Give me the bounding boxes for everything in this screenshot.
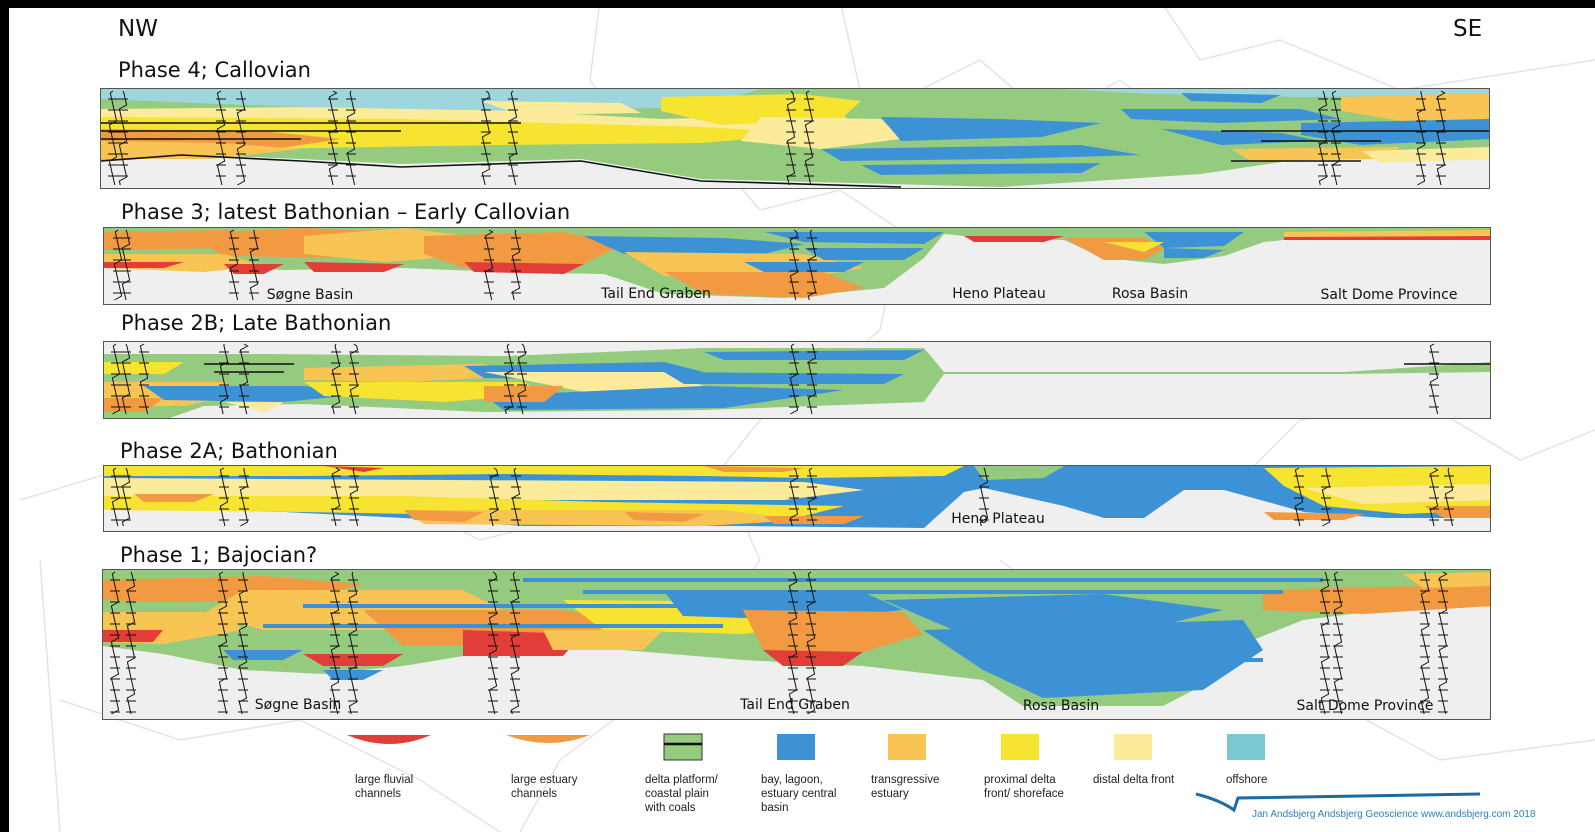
- well-log-trace: [118, 90, 128, 186]
- phase-2a-cross-section: [103, 465, 1491, 532]
- offshore-swatch-icon: [1227, 734, 1265, 760]
- delta-platform-coal-icon: [663, 733, 703, 761]
- label-rosa-basin-1: Rosa Basin: [1022, 698, 1100, 714]
- well-log-trace: [789, 229, 799, 301]
- well-log-trace: [511, 229, 521, 301]
- well-log-trace: [121, 343, 131, 415]
- phase-3-title: Phase 3; latest Bathonian – Early Callov…: [121, 200, 571, 224]
- phase-2a-title: Phase 2A; Bathonian: [120, 439, 338, 463]
- well-log-trace: [139, 343, 149, 415]
- legend-label: proximal delta front/ shoreface: [984, 774, 1064, 800]
- well-log-trace: [229, 229, 239, 301]
- legend-label: offshore: [1226, 774, 1268, 786]
- well-log-trace: [216, 90, 226, 186]
- well-logs: [110, 571, 1448, 715]
- phase-4-cross-section: [100, 88, 1490, 189]
- phase-2b-cross-section: [103, 341, 1491, 419]
- label-heno-plateau: Heno Plateau: [952, 286, 1046, 302]
- well-log-trace: [113, 229, 123, 301]
- well-log-trace: [504, 343, 514, 415]
- well-log-trace: [121, 229, 131, 301]
- legend-label: large fluvial channels: [355, 774, 414, 800]
- phase-3-cross-section: [103, 227, 1491, 305]
- well-log-trace: [1416, 91, 1426, 186]
- phase-1-cross-section: [102, 569, 1491, 720]
- well-log-trace: [484, 229, 494, 301]
- well-log-trace: [111, 343, 121, 415]
- phase-2b-title: Phase 2B; Late Bathonian: [121, 311, 392, 335]
- well-log-trace: [508, 90, 518, 186]
- well-log-trace: [328, 90, 338, 186]
- distal-delta-swatch-icon: [1114, 734, 1152, 760]
- bay-lagoon-swatch-icon: [777, 734, 815, 760]
- well-log-trace: [807, 343, 817, 415]
- well-log-trace: [239, 343, 249, 415]
- well-log-trace: [481, 90, 491, 186]
- direction-nw: NW: [118, 16, 158, 42]
- estuary-channel-lens-icon: [506, 735, 590, 743]
- well-log-trace: [1331, 90, 1341, 186]
- well-log-trace: [1429, 343, 1439, 415]
- phase-1-title: Phase 1; Bajocian?: [120, 543, 318, 567]
- legend-label: transgressive estuary: [871, 774, 940, 800]
- well-log-trace: [219, 344, 229, 415]
- well-log-trace: [249, 230, 259, 301]
- well-logs: [111, 343, 1439, 415]
- well-log-trace: [108, 90, 118, 186]
- legend-label: distal delta front: [1093, 774, 1175, 786]
- label-tail-end-graben: Tail End Graben: [601, 286, 711, 302]
- label-salt-dome-province: Salt Dome Province: [1320, 287, 1458, 303]
- legend-label: bay, lagoon, estuary central basin: [761, 774, 837, 814]
- well-log-trace: [1436, 90, 1446, 186]
- label-heno-plateau-2a: Heno Plateau: [951, 511, 1045, 527]
- well-logs: [113, 229, 817, 301]
- transgressive-estuary-swatch-icon: [888, 734, 926, 760]
- well-log-trace: [517, 343, 527, 415]
- credit-line: Jan Andsbjerg Andsbjerg Geoscience www.a…: [1252, 809, 1536, 820]
- direction-se: SE: [1453, 16, 1483, 42]
- well-log-trace: [346, 90, 356, 186]
- label-sogne-basin: Søgne Basin: [266, 287, 354, 303]
- label-tail-end-graben-1: Tail End Graben: [740, 697, 850, 713]
- well-log-trace: [1318, 90, 1328, 186]
- legend-label: delta platform/ coastal plain with coals: [645, 774, 718, 814]
- well-log-trace: [236, 91, 246, 186]
- label-rosa-basin: Rosa Basin: [1111, 286, 1189, 302]
- credit-swoosh-logo: [1195, 792, 1481, 813]
- legend-label: large estuary channels: [511, 774, 578, 800]
- well-logs: [111, 467, 1454, 527]
- well-logs: [108, 90, 1446, 186]
- well-log-trace: [331, 343, 341, 415]
- well-log-trace: [789, 343, 799, 415]
- fluvial-channel-lens-icon: [347, 735, 431, 744]
- label-salt-dome-province-1: Salt Dome Province: [1296, 698, 1434, 714]
- well-log-trace: [786, 90, 796, 186]
- label-sogne-basin-1: Søgne Basin: [254, 697, 342, 713]
- proximal-delta-swatch-icon: [1001, 734, 1039, 760]
- well-log-trace: [804, 90, 814, 186]
- well-log-trace: [349, 343, 359, 415]
- well-log-trace: [807, 229, 817, 301]
- phase-4-title: Phase 4; Callovian: [118, 58, 311, 82]
